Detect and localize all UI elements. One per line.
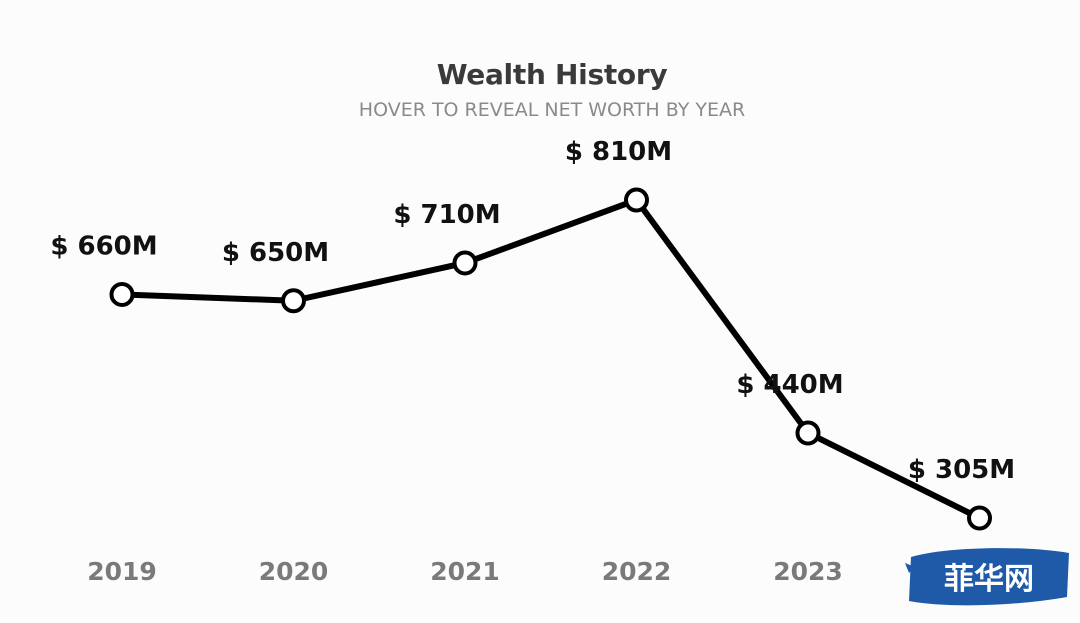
data-label-2022: $ 810M: [565, 137, 672, 167]
data-label-2024: $ 305M: [908, 455, 1015, 485]
data-label-layer: $ 660M $ 650M $ 710M $ 810M $ 440M $ 305M: [50, 137, 1015, 485]
chart-title: Wealth History: [436, 58, 668, 91]
x-tick-label-2022: 2022: [602, 557, 672, 586]
x-axis-tick-layer: 2019 2020 2021 2022 2023: [87, 557, 843, 586]
data-label-2021: $ 710M: [393, 200, 500, 230]
watermark-brush-splash: [905, 563, 915, 573]
watermark-logo: 菲华网: [905, 548, 1069, 606]
x-tick-label-2021: 2021: [430, 557, 500, 586]
x-tick-label-2019: 2019: [87, 557, 157, 586]
data-point-2021[interactable]: [452, 250, 478, 276]
x-tick-label-2020: 2020: [259, 557, 329, 586]
watermark-brush-shape: [909, 548, 1069, 606]
data-point-2019[interactable]: [109, 281, 135, 307]
watermark-text: 菲华网: [944, 562, 1034, 597]
series-line: [121, 197, 981, 521]
data-point-2020[interactable]: [281, 288, 306, 314]
series-line-layer: [121, 197, 981, 521]
chart-subtitle: HOVER TO REVEAL NET WORTH BY YEAR: [358, 99, 746, 121]
data-label-2023: $ 440M: [736, 370, 843, 400]
data-point-2022[interactable]: [624, 187, 649, 213]
x-tick-label-2023: 2023: [773, 557, 843, 586]
data-point-2023[interactable]: [795, 420, 821, 446]
data-label-2020: $ 650M: [222, 238, 329, 268]
marker-layer: [109, 187, 992, 531]
data-label-2019: $ 660M: [50, 231, 157, 261]
data-point-2024[interactable]: [967, 505, 992, 531]
